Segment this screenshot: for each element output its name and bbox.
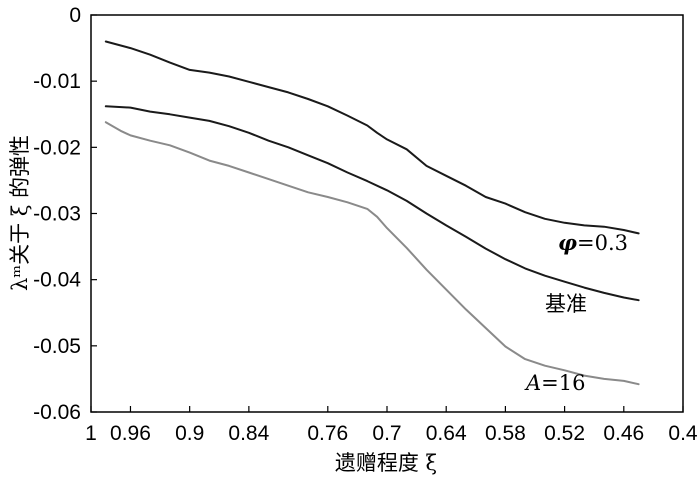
x-tick-label: 0.46 bbox=[603, 422, 644, 445]
x-tick-label: 0.58 bbox=[485, 422, 526, 445]
y-tick-label: -0.05 bbox=[33, 335, 81, 358]
y-tick-label: 0 bbox=[69, 4, 81, 27]
series-line-2 bbox=[104, 121, 640, 386]
y-tick-label: -0.03 bbox=[33, 203, 81, 226]
plot-frame bbox=[90, 14, 684, 413]
series-label-2: A=16 bbox=[524, 371, 586, 395]
y-axis-title: λᵐ关于 ξ 的弹性 bbox=[8, 135, 32, 291]
series-line-0 bbox=[104, 40, 640, 235]
series-labels-layer: φ=0.3 基准 A=16 bbox=[524, 230, 628, 395]
series-layer bbox=[104, 40, 640, 386]
x-tick-label: 0.7 bbox=[372, 422, 401, 445]
y-tick-label: -0.02 bbox=[33, 136, 81, 159]
x-tick-label: 0.4 bbox=[668, 422, 698, 445]
x-tick-label: 0.9 bbox=[175, 422, 204, 445]
y-tick-label: -0.06 bbox=[33, 401, 81, 424]
series-label-1: 基准 bbox=[545, 292, 587, 316]
y-tick-label: -0.04 bbox=[33, 269, 81, 292]
x-axis-title: 遗赠程度 ξ bbox=[335, 451, 437, 475]
x-tick-label: 0.84 bbox=[228, 422, 269, 445]
x-tick-label: 0.64 bbox=[426, 422, 467, 445]
x-tick-label: 0.76 bbox=[307, 422, 348, 445]
x-tick-label: 0.52 bbox=[544, 422, 585, 445]
series-label-0: φ=0.3 bbox=[558, 230, 628, 255]
x-tick-label: 0.96 bbox=[110, 422, 151, 445]
series-line-1 bbox=[104, 105, 640, 302]
x-tick-label: 1 bbox=[85, 422, 97, 445]
y-tick-label: -0.01 bbox=[33, 70, 81, 93]
ticks-layer: 1 0.96 0.9 0.84 0.76 0.7 0.64 0.58 0.52 0.46 0.4 0 -… bbox=[33, 4, 698, 445]
